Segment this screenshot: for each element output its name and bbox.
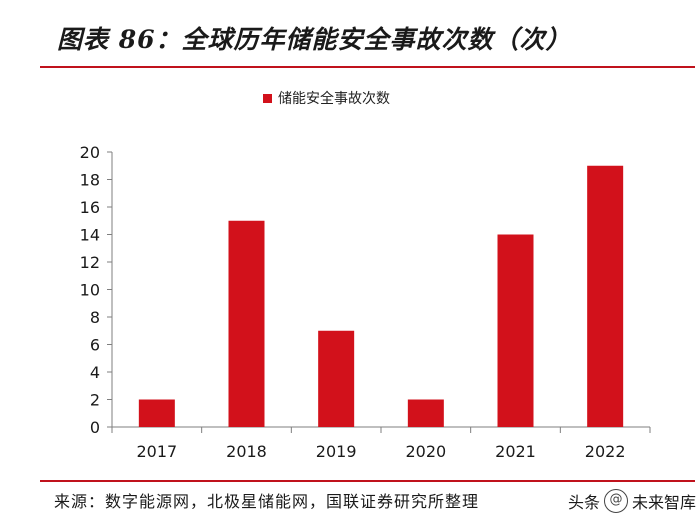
bottom-divider — [40, 480, 695, 482]
y-tick-label: 0 — [90, 418, 100, 437]
bar-2019 — [318, 330, 355, 427]
watermark-logo-icon: @ — [604, 489, 629, 513]
y-tick-label: 2 — [90, 391, 100, 410]
y-axis: 0 2 4 6 8 10 12 14 16 18 20 — [80, 143, 113, 437]
y-tick-label: 4 — [90, 363, 100, 382]
legend-swatch — [263, 94, 272, 103]
y-tick-label: 6 — [90, 336, 100, 355]
y-tick-label: 12 — [80, 253, 100, 272]
x-tick-label: 2019 — [316, 442, 357, 461]
watermark-prefix: 头条 — [568, 493, 601, 512]
x-tick-label: 2017 — [136, 442, 177, 461]
legend-label: 储能安全事故次数 — [278, 90, 390, 107]
source-note: 来源：数字能源网，北极星储能网，国联证券研究所整理 — [54, 492, 480, 511]
chart-title: 图表 86：全球历年储能安全事故次数（次） — [57, 25, 572, 54]
x-tick-label: 2018 — [226, 442, 267, 461]
x-tick-label: 2022 — [585, 442, 626, 461]
watermark: 头条 @ 未来智库 — [568, 489, 696, 513]
y-tick-label: 20 — [80, 143, 100, 162]
bar-2021 — [497, 234, 534, 427]
bar-2018 — [228, 220, 265, 427]
y-tick-label: 8 — [90, 308, 100, 327]
bar-2017 — [138, 399, 175, 427]
bar-2020 — [407, 399, 444, 427]
x-tick-label: 2020 — [405, 442, 446, 461]
y-tick-label: 16 — [80, 198, 100, 217]
bars — [138, 165, 624, 427]
y-tick-label: 14 — [80, 226, 100, 245]
x-tick-label: 2021 — [495, 442, 536, 461]
x-axis: 2017 2018 2019 2020 2021 2022 — [111, 426, 651, 461]
y-tick-label: 10 — [80, 281, 100, 300]
legend: 储能安全事故次数 — [263, 90, 390, 107]
bar-2022 — [587, 165, 624, 427]
y-tick-label: 18 — [80, 171, 100, 190]
watermark-name: 未来智库 — [632, 493, 697, 512]
top-divider — [40, 66, 695, 68]
